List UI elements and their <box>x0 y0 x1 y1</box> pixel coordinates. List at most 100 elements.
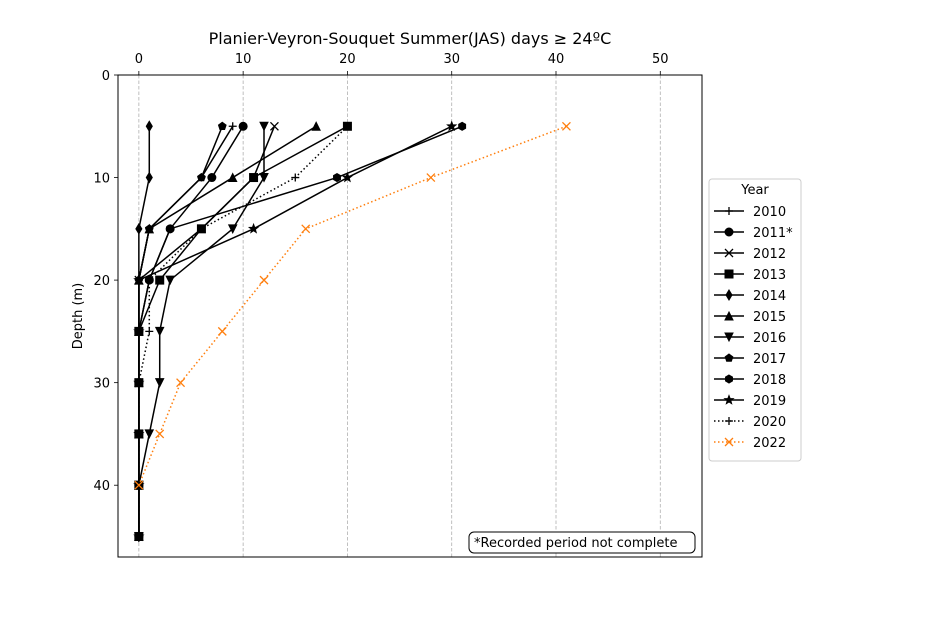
data-marker <box>723 394 735 405</box>
data-marker <box>166 224 175 234</box>
note-text: *Recorded period not complete <box>474 536 678 551</box>
data-marker <box>145 276 154 285</box>
data-marker <box>165 275 175 286</box>
data-marker <box>259 121 269 132</box>
series-lines <box>133 120 571 543</box>
data-marker <box>247 222 260 234</box>
legend-label: 2020 <box>753 415 786 430</box>
data-marker <box>724 227 734 237</box>
data-marker <box>269 121 279 131</box>
series-line <box>138 125 463 537</box>
series-line <box>138 125 317 537</box>
data-marker <box>426 173 436 183</box>
series-line <box>138 125 567 486</box>
data-marker <box>197 172 206 182</box>
legend-label: 2019 <box>753 394 786 409</box>
data-marker <box>144 429 155 440</box>
y-axis-label: Depth (m) <box>71 283 86 350</box>
x-tick-label: 40 <box>548 52 565 67</box>
x-tick-label: 30 <box>443 52 460 67</box>
legend-entry: 2011* <box>714 226 793 241</box>
data-marker <box>341 171 354 183</box>
legend-entry: 2010 <box>714 205 786 220</box>
data-marker <box>144 224 154 233</box>
data-marker <box>133 325 145 337</box>
data-marker <box>134 429 143 438</box>
legend-label: 2016 <box>753 331 786 346</box>
data-marker <box>311 121 321 131</box>
legend-entry: 2020 <box>714 415 786 430</box>
y-tick-label: 30 <box>93 377 110 392</box>
data-marker <box>227 224 238 234</box>
data-marker <box>228 122 237 131</box>
data-marker <box>259 173 269 183</box>
legend-label: 2013 <box>753 268 786 283</box>
data-marker <box>291 173 300 182</box>
data-marker <box>217 326 227 336</box>
legend-title: Year <box>740 183 769 198</box>
data-marker <box>145 120 153 133</box>
data-marker <box>259 275 269 285</box>
data-marker <box>154 326 165 337</box>
data-marker <box>724 248 734 258</box>
x-tick-label: 10 <box>235 52 252 67</box>
data-marker <box>333 172 341 183</box>
grid-lines <box>138 75 661 557</box>
data-marker <box>725 417 733 425</box>
data-marker <box>725 207 733 215</box>
y-tick-label: 0 <box>102 69 110 84</box>
legend: Year 2010 2011* 2012 2013 2014 2015 2016 2017 20… <box>708 178 802 462</box>
axes: 0 10 20 30 40 50 0 10 20 30 40 <box>93 52 668 494</box>
data-marker <box>724 353 734 362</box>
legend-entry: 2019 <box>714 394 786 409</box>
series-2015 <box>134 121 321 541</box>
series-2016 <box>134 121 269 542</box>
data-marker <box>561 121 571 131</box>
chart-title: Planier-Veyron-Souquet Summer(JAS) days … <box>209 29 612 48</box>
y-tick-label: 40 <box>93 479 110 494</box>
data-marker <box>197 224 206 233</box>
data-marker <box>145 171 153 184</box>
series-2018 <box>134 121 467 542</box>
data-marker <box>725 374 733 384</box>
data-marker <box>343 122 352 131</box>
legend-entry: 2013 <box>714 268 786 283</box>
legend-entry: 2015 <box>714 310 786 325</box>
data-marker <box>217 121 227 131</box>
data-marker <box>724 310 734 321</box>
data-marker <box>724 269 734 279</box>
legend-label: 2012 <box>753 247 786 262</box>
legend-label: 2022 <box>753 436 786 451</box>
plot-frame <box>117 74 703 558</box>
note-frame <box>468 531 696 554</box>
data-marker <box>458 121 467 131</box>
legend-entry: 2014 <box>714 289 786 304</box>
x-tick-label: 50 <box>652 52 669 67</box>
legend-entry: 2016 <box>714 331 786 346</box>
legend-entry: 2018 <box>714 373 786 388</box>
data-marker <box>133 274 145 285</box>
data-marker <box>446 120 458 132</box>
legend-label: 2017 <box>753 352 786 367</box>
y-tick-label: 10 <box>93 172 110 187</box>
data-marker <box>145 327 154 336</box>
x-tick-label: 0 <box>135 52 143 67</box>
legend-label: 2014 <box>753 289 786 304</box>
data-marker <box>227 172 238 183</box>
data-marker <box>154 378 165 388</box>
data-marker <box>301 224 311 234</box>
legend-entry: 2022 <box>714 436 786 451</box>
series-2019 <box>133 120 458 542</box>
data-marker <box>725 289 733 301</box>
data-marker <box>724 437 734 447</box>
note-box: *Recorded period not complete <box>468 531 696 554</box>
data-marker <box>155 429 165 439</box>
legend-label: 2010 <box>753 205 786 220</box>
data-marker <box>724 332 734 343</box>
series-2022 <box>134 121 571 490</box>
data-marker <box>134 480 144 490</box>
legend-label: 2018 <box>753 373 786 388</box>
data-marker <box>238 121 248 131</box>
data-marker <box>176 378 186 388</box>
